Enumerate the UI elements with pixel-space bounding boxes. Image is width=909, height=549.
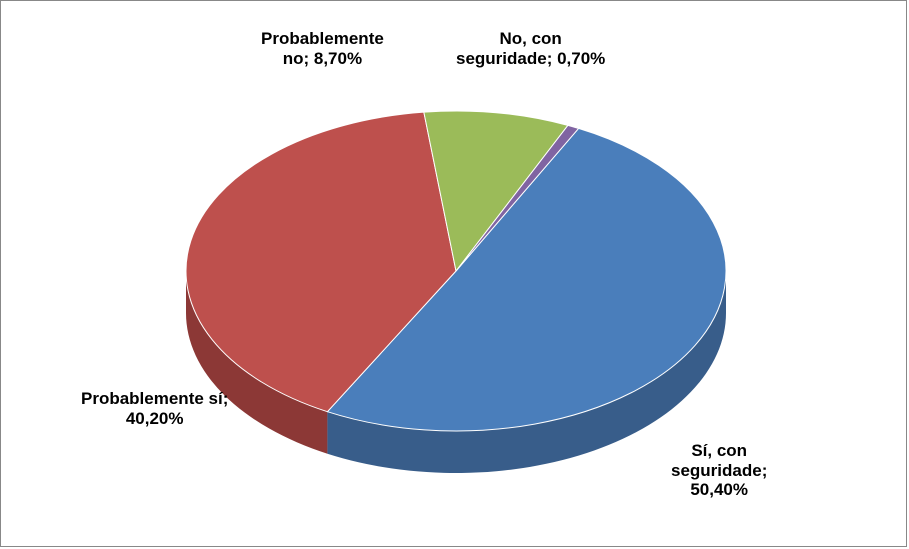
slice-label-0: Sí, con seguridade; 50,40% <box>671 441 767 500</box>
slice-label-3: No, con seguridade; 0,70% <box>456 29 605 68</box>
chart-frame: Sí, con seguridade; 50,40% Probablemente … <box>0 0 907 547</box>
slice-label-1: Probablemente sí; 40,20% <box>81 389 228 428</box>
slice-label-2: Probablemente no; 8,70% <box>261 29 384 68</box>
pie-chart-3d <box>1 1 908 548</box>
